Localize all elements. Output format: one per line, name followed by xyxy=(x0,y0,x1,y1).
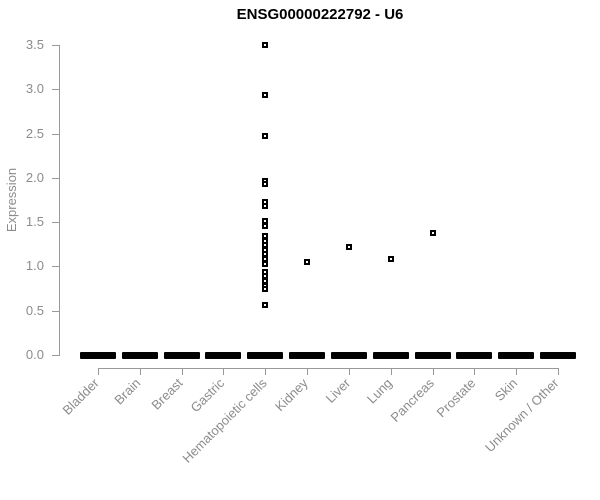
y-axis-tick-label: 1.0 xyxy=(25,258,44,274)
y-axis-tick-label: 2.0 xyxy=(25,169,44,185)
data-point xyxy=(304,259,311,265)
x-axis-tick xyxy=(139,368,141,375)
x-axis-tick-label: Breast xyxy=(148,375,186,413)
y-axis-tick xyxy=(52,177,59,179)
data-point xyxy=(387,256,394,263)
x-axis-tick-label: Liver xyxy=(322,375,353,406)
x-axis-tick xyxy=(432,368,434,375)
y-axis-tick-label: 3.0 xyxy=(25,81,44,97)
y-axis-tick-label: 2.5 xyxy=(25,125,44,141)
zero-cluster-bar xyxy=(247,351,284,359)
zero-cluster-bar xyxy=(330,351,367,359)
x-axis-tick-label: Bladder xyxy=(59,375,102,418)
x-axis-tick-label: Unknown / Other xyxy=(482,375,562,455)
x-axis-tick xyxy=(390,368,392,375)
y-axis-tick-label: 0.5 xyxy=(25,302,44,318)
data-point xyxy=(262,92,269,99)
y-axis-title: Expression xyxy=(4,167,19,233)
x-axis-tick-label: Lung xyxy=(363,375,395,407)
zero-cluster-bar xyxy=(289,351,326,359)
y-axis-tick xyxy=(52,45,59,46)
y-axis-tick-label: 1.5 xyxy=(25,214,44,230)
y-axis-tick xyxy=(52,266,59,268)
x-axis-tick xyxy=(474,368,476,375)
y-axis-tick-label: 0.0 xyxy=(25,347,44,362)
data-point xyxy=(262,301,269,308)
x-axis-tick-label: Prostate xyxy=(433,375,479,421)
x-axis-tick-label: Skin xyxy=(491,375,521,404)
data-point xyxy=(262,181,269,188)
y-axis-tick xyxy=(52,133,59,135)
zero-cluster-bar xyxy=(163,351,200,359)
y-axis-tick xyxy=(52,89,59,91)
x-axis-tick xyxy=(223,368,225,375)
data-point xyxy=(262,133,269,140)
zero-cluster-bar xyxy=(121,351,158,359)
zero-cluster-bar xyxy=(205,351,242,359)
y-axis-tick-label: 3.5 xyxy=(25,37,44,52)
zero-cluster-bar xyxy=(414,351,451,359)
x-axis-tick xyxy=(181,368,183,375)
data-point xyxy=(262,277,269,284)
zero-cluster-bar xyxy=(498,351,535,359)
x-axis-tick-label: Kidney xyxy=(272,375,312,415)
data-point xyxy=(345,243,352,250)
x-axis-tick-label: Gastric xyxy=(187,375,228,416)
data-point xyxy=(262,42,269,48)
zero-cluster-bar xyxy=(80,351,116,359)
x-axis-tick xyxy=(516,368,518,375)
zero-cluster-bar xyxy=(540,351,576,359)
chart-title: ENSG00000222792 - U6 xyxy=(236,6,404,23)
x-axis-tick xyxy=(307,368,309,375)
y-axis-tick xyxy=(52,310,59,312)
x-axis-tick xyxy=(558,368,559,375)
data-point xyxy=(262,203,269,210)
data-point xyxy=(262,260,269,267)
y-axis-line xyxy=(59,45,60,356)
data-point xyxy=(429,229,436,236)
data-point xyxy=(262,286,269,293)
x-axis-tick-label: Hematopoietic cells xyxy=(178,375,270,466)
zero-cluster-bar xyxy=(456,351,493,359)
data-point xyxy=(262,222,269,229)
x-axis-tick-label: Brain xyxy=(111,375,144,408)
y-axis-tick xyxy=(52,355,59,356)
x-axis-tick xyxy=(265,368,267,375)
data-point xyxy=(262,251,269,258)
x-axis-tick xyxy=(98,368,99,375)
y-axis-tick xyxy=(52,222,59,224)
x-axis-line xyxy=(98,368,559,369)
zero-cluster-bar xyxy=(372,351,409,359)
x-axis-tick xyxy=(348,368,350,375)
x-axis-tick-label: Pancreas xyxy=(387,375,437,425)
